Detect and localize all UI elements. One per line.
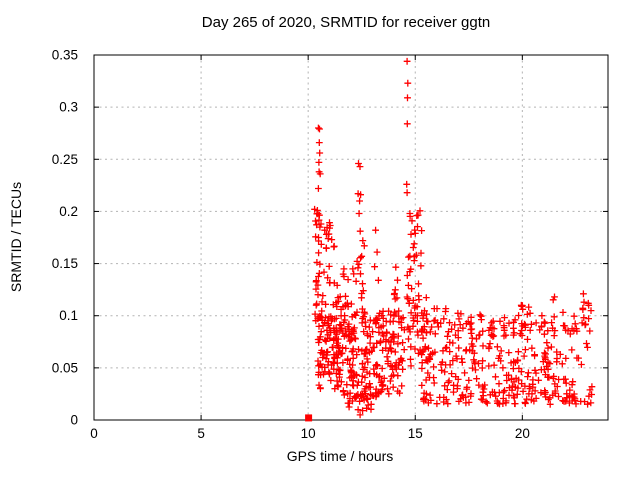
- y-tick-label: 0: [70, 413, 78, 428]
- x-tick-label: 0: [90, 426, 98, 441]
- y-tick-label: 0.2: [59, 204, 78, 219]
- data-points: [311, 57, 596, 419]
- x-tick-label: 10: [301, 426, 316, 441]
- y-tick-label: 0.25: [52, 152, 78, 167]
- y-tick-label: 0.15: [52, 256, 78, 271]
- x-tick-label: 5: [197, 426, 205, 441]
- grid-lines: [94, 55, 608, 420]
- tick-labels: 0 5 10 15 20 0 0.05 0.1 0.15 0.2 0.25 0.3 0.35: [52, 48, 530, 442]
- x-tick-label: 15: [408, 426, 423, 441]
- chart-title: Day 265 of 2020, SRMTID for receiver ggt…: [202, 14, 490, 31]
- y-tick-label: 0.05: [52, 360, 78, 375]
- plot-border: [93, 54, 609, 421]
- square-marker: [305, 414, 313, 422]
- y-axis-label: SRMTID / TECUs: [8, 182, 24, 292]
- y-tick-label: 0.3: [59, 100, 78, 115]
- data-points-layer: [305, 57, 596, 422]
- y-tick-label: 0.1: [59, 308, 78, 323]
- x-axis-label: GPS time / hours: [287, 448, 394, 464]
- y-tick-label: 0.35: [52, 48, 78, 63]
- x-tick-label: 20: [515, 426, 530, 441]
